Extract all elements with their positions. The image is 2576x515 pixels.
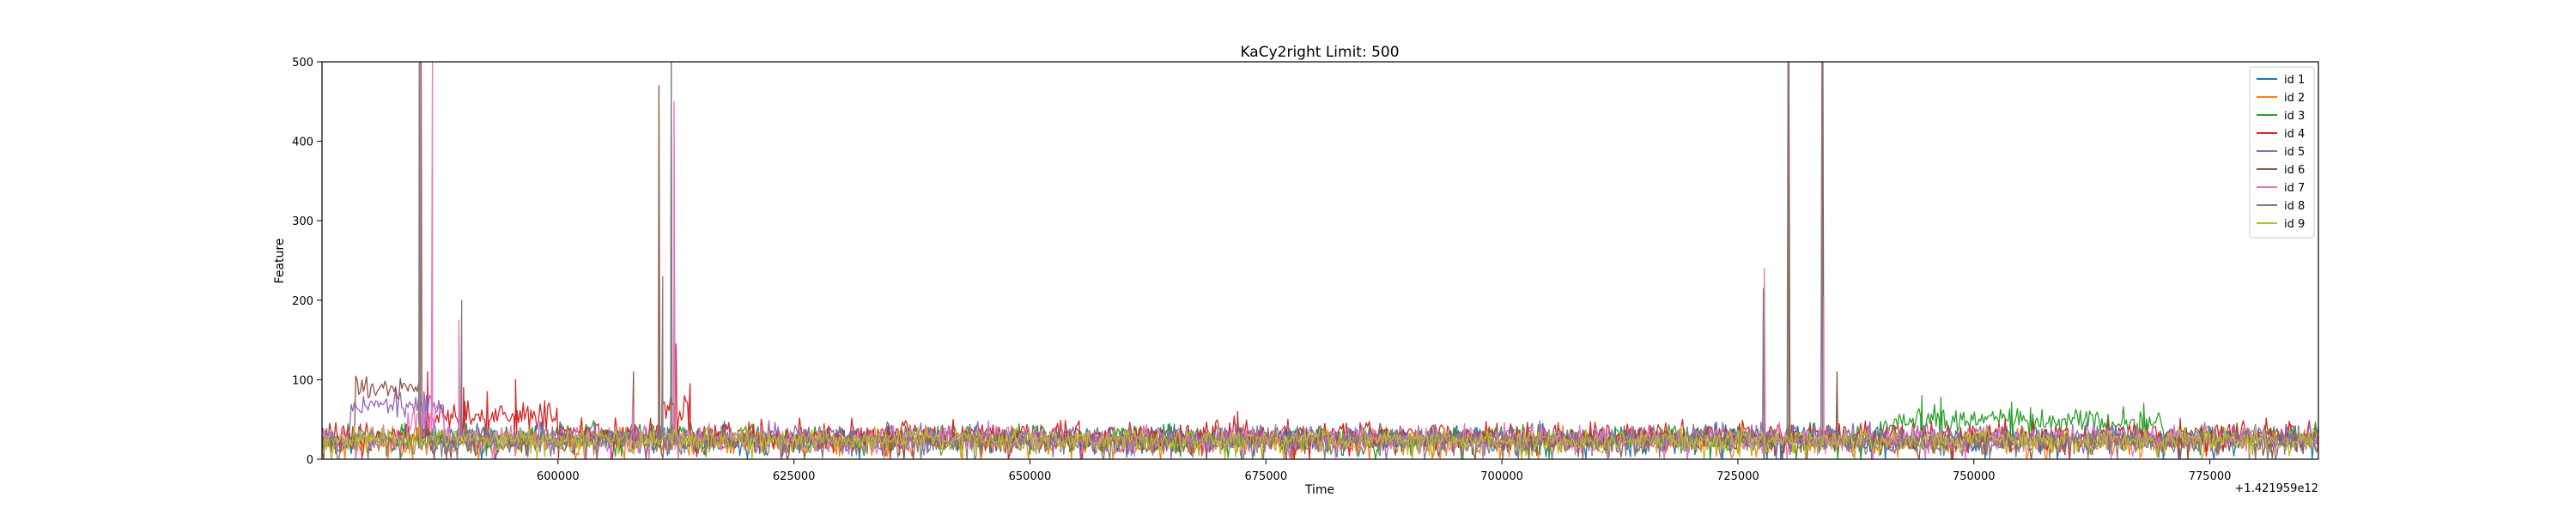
- chart-title: KaCy2right Limit: 500: [1240, 44, 1399, 61]
- legend: id 1 id 2 id 3 id 4 id 5 id 6 id 7 id 8 id 9: [2249, 66, 2315, 239]
- x-axis: 600000 625000 650000 675000 700000 725000 7500…: [537, 459, 2231, 483]
- x-tick-label: 625000: [773, 470, 816, 483]
- legend-label: id 5: [2284, 146, 2305, 159]
- legend-label: id 6: [2284, 164, 2305, 177]
- legend-label: id 4: [2284, 128, 2305, 141]
- x-offset-label: +1.421959e12: [2235, 482, 2318, 495]
- y-tick-label: 0: [307, 454, 313, 467]
- x-tick-label: 700000: [1480, 470, 1523, 483]
- y-axis-label: Feature: [273, 239, 287, 284]
- x-tick-label: 775000: [2189, 470, 2232, 483]
- plot-frame: [321, 61, 2319, 460]
- legend-label: id 9: [2284, 218, 2305, 231]
- legend-label: id 1: [2284, 74, 2305, 87]
- plot-area: [321, 61, 2319, 460]
- legend-label: id 2: [2284, 92, 2305, 105]
- x-axis-label: Time: [1304, 483, 1334, 497]
- y-tick-label: 500: [292, 57, 313, 70]
- x-tick-label: 725000: [1716, 470, 1759, 483]
- x-tick-label: 675000: [1244, 470, 1287, 483]
- y-tick-label: 100: [292, 374, 313, 387]
- y-tick-label: 300: [292, 215, 313, 228]
- series-layer: [322, 62, 2318, 459]
- series-line-id-9: [322, 423, 2318, 459]
- y-tick-label: 200: [292, 295, 313, 308]
- x-tick-label: 650000: [1009, 470, 1052, 483]
- y-axis: 0 100 200 300 400 500: [292, 57, 322, 467]
- y-tick-label: 400: [292, 136, 313, 149]
- legend-label: id 8: [2284, 200, 2305, 213]
- legend-label: id 7: [2284, 182, 2305, 195]
- x-tick-label: 750000: [1953, 470, 1996, 483]
- legend-box: [2249, 66, 2315, 239]
- x-tick-label: 600000: [537, 470, 580, 483]
- legend-label: id 3: [2284, 110, 2305, 123]
